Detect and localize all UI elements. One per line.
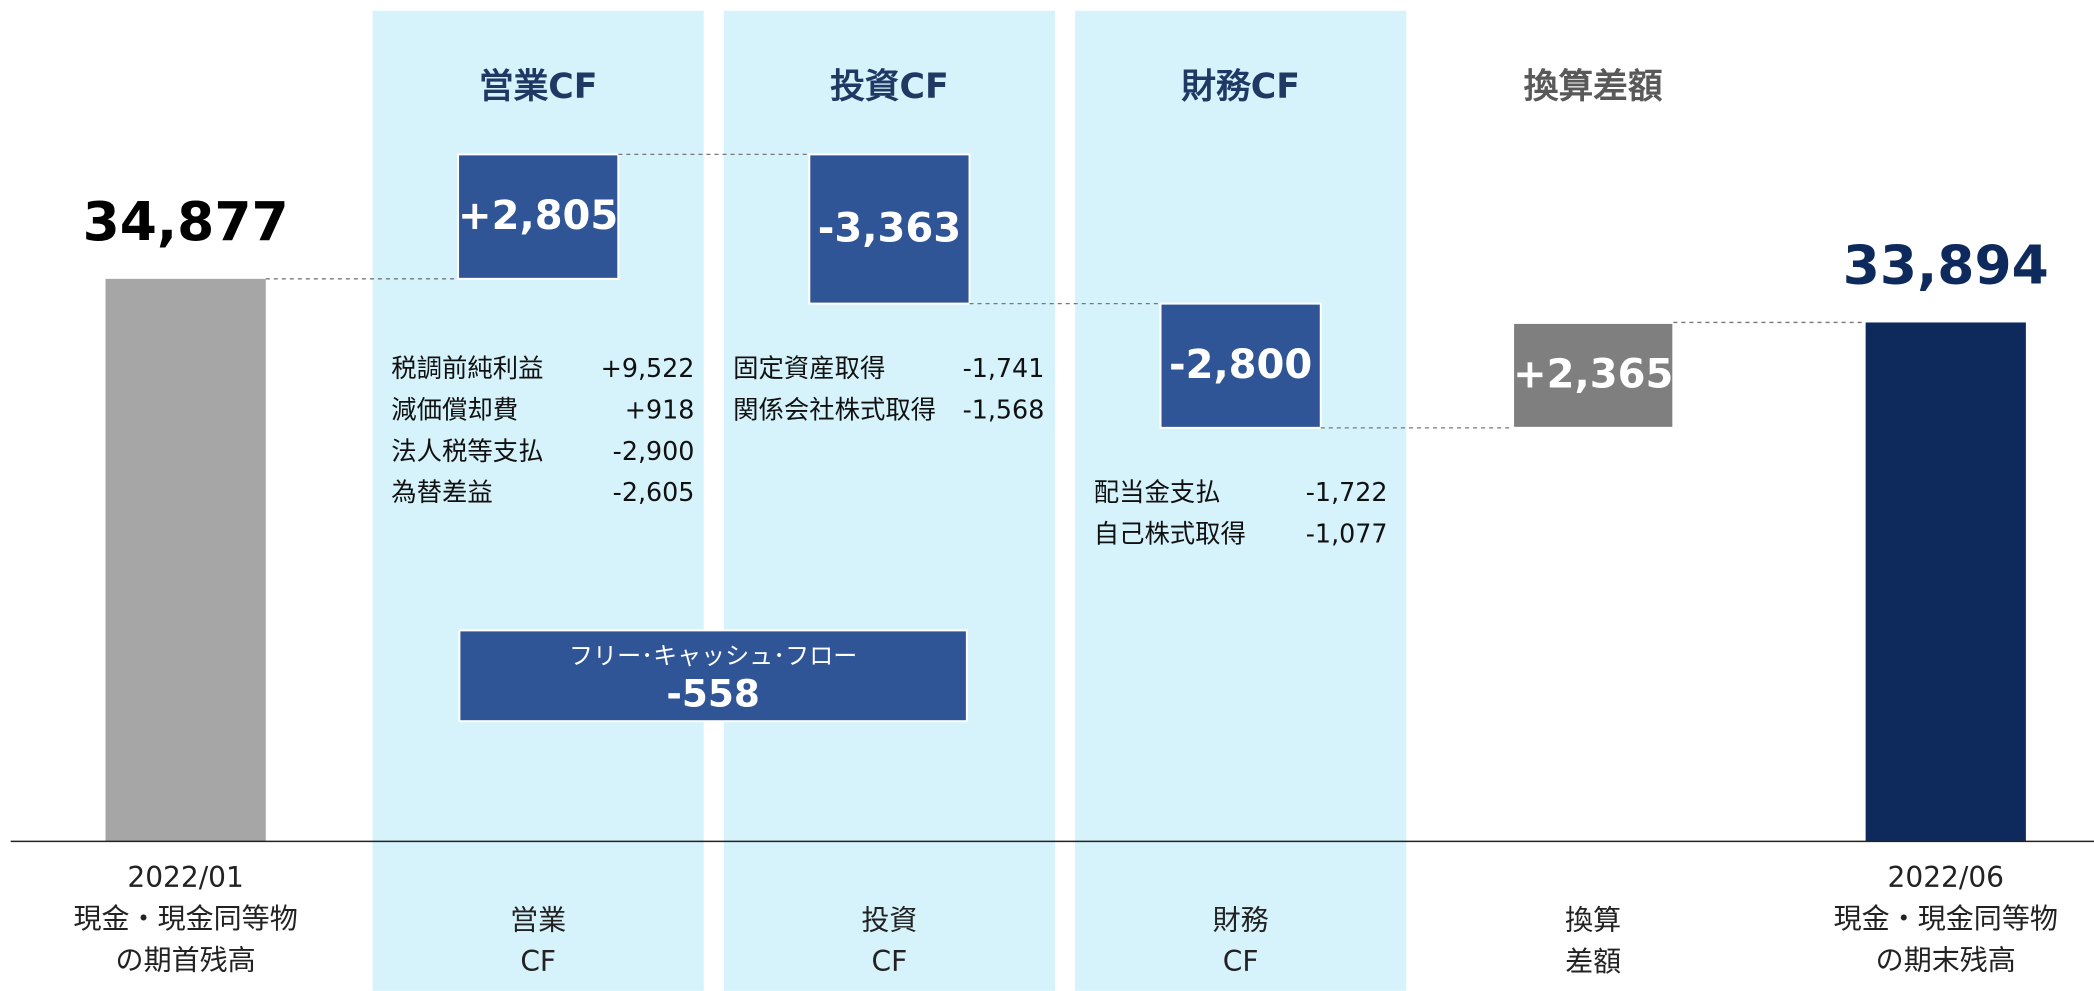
column-title: 投資CF	[830, 67, 949, 107]
value-label: 33,894	[1843, 234, 2049, 297]
bar	[1865, 322, 2026, 842]
x-tick-label: 投資	[861, 904, 917, 937]
value-label: +2,805	[458, 193, 618, 239]
bar	[457, 153, 620, 280]
item-value: +9,522	[601, 353, 695, 383]
item-value: -1,722	[1306, 477, 1388, 507]
x-tick-label: 換算	[1565, 904, 1621, 937]
column-title: 換算差額	[1524, 67, 1663, 107]
value-label: +2,365	[1513, 352, 1673, 398]
x-tick-label: CF	[1223, 945, 1259, 978]
x-tick-label: CF	[520, 945, 556, 978]
item-value: -1,568	[963, 394, 1045, 424]
fcf-label: フリー･キャッシュ･フロー	[569, 642, 857, 670]
bar	[1512, 321, 1675, 429]
x-tick-label: 現金・現金同等物	[1834, 902, 2058, 935]
x-tick-label: 財務	[1213, 904, 1269, 937]
item-value: -2,605	[613, 477, 695, 507]
item-name: 減価償却費	[391, 394, 518, 424]
x-tick-label: の期末残高	[1876, 944, 2016, 977]
item-name: 税調前純利益	[391, 353, 543, 383]
bar	[1159, 302, 1322, 429]
item-name: 関係会社株式取得	[733, 394, 936, 424]
item-value: -2,900	[613, 436, 695, 466]
item-name: 法人税等支払	[391, 436, 543, 466]
x-tick-label: 2022/06	[1888, 861, 2004, 894]
item-name: 配当金支払	[1094, 477, 1221, 507]
column-title: 営業CF	[479, 67, 598, 107]
x-tick-label: CF	[872, 945, 908, 978]
column-title: 財務CF	[1181, 67, 1300, 107]
x-tick-label: 差額	[1565, 945, 1621, 978]
item-value: -1,077	[1306, 519, 1388, 549]
bar	[105, 278, 266, 842]
fcf-value: -558	[666, 671, 760, 715]
item-value: +918	[625, 394, 695, 424]
fcf-box	[458, 629, 968, 723]
value-label: 34,877	[83, 190, 289, 253]
x-tick-label: の期首残高	[116, 944, 256, 977]
x-tick-label: 営業	[510, 904, 566, 937]
x-tick-label: 2022/01	[127, 861, 243, 894]
value-label: -2,800	[1169, 342, 1312, 388]
column-shade	[1075, 10, 1407, 991]
item-name: 固定資産取得	[733, 353, 885, 383]
item-name: 為替差益	[391, 477, 492, 507]
item-name: 自己株式取得	[1094, 519, 1246, 549]
x-tick-label: 現金・現金同等物	[73, 902, 297, 935]
item-value: -1,741	[963, 353, 1045, 383]
bar	[808, 153, 971, 305]
value-label: -3,363	[818, 205, 961, 251]
